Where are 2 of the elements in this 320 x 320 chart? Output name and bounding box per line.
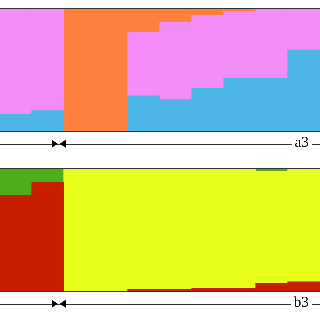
text: a3 xyxy=(292,135,312,152)
text: b3 xyxy=(291,295,312,312)
